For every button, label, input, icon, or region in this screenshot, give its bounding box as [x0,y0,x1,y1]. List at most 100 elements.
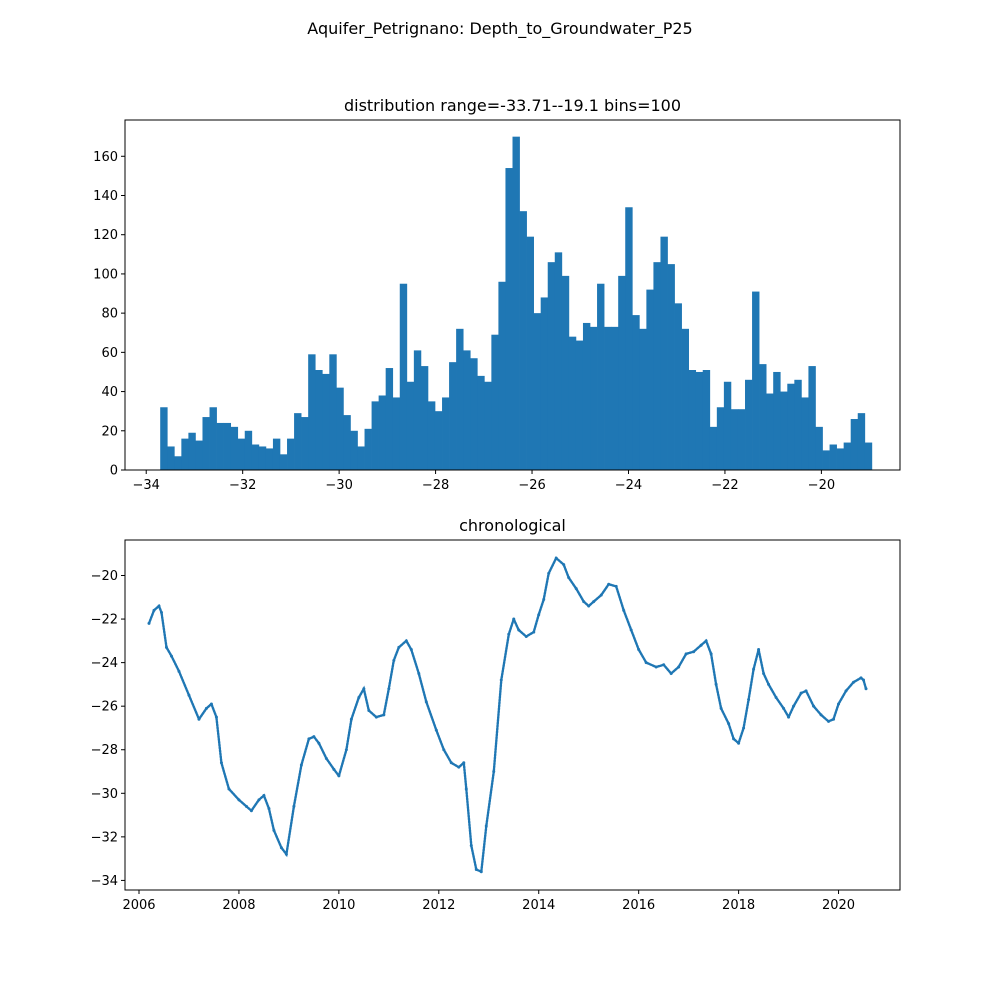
chronological-point [367,709,371,713]
chronological-point [599,593,603,597]
chronological-point [692,650,696,654]
chronological-point [614,584,618,588]
histogram-y-tick-label: 160 [93,150,118,165]
chronological-point [819,713,823,717]
histogram-bar [315,370,323,470]
chronological-point [324,756,328,760]
chronological-point [562,563,566,567]
chronological-title: chronological [459,516,566,535]
chronological-point [227,787,231,791]
histogram-bar [745,379,753,470]
histogram-bar [512,136,520,470]
chronological-point [237,798,241,802]
histogram-bar [780,391,788,470]
histogram-bar [279,454,288,470]
chronological-x-tick-label: 2014 [522,898,555,913]
chronological-point [607,582,611,586]
chronological-point [404,639,408,643]
chronological-x-tick-label: 2018 [722,898,755,913]
chronological-y-tick-label: −20 [91,569,118,584]
histogram-bar [695,371,704,470]
chronological-point [629,628,633,632]
histogram-y-tick-label: 0 [110,464,118,479]
chronological-point [409,648,413,652]
histogram-bar [526,236,534,470]
chronological-point [767,682,771,686]
histogram-bar [730,409,739,470]
histogram-bar [681,328,689,470]
histogram-bar [364,428,372,470]
histogram-bar [575,340,584,470]
histogram-bar [709,426,718,470]
chronological-point [417,672,421,676]
histogram-bar [540,297,549,470]
chronological-point [299,763,303,767]
chronological-point [524,634,528,638]
histogram-y-ticks: 0 20 40 60 80 100 120 140 160 [93,150,125,479]
chronological-point [782,706,786,710]
histogram-bar [498,281,506,470]
chronological-point [719,706,723,710]
chronological-point [187,693,191,697]
chronological-point [669,672,673,676]
histogram-bar [618,275,626,470]
histogram-bar [864,442,873,470]
chronological-point [357,695,361,699]
histogram-bar [442,397,450,470]
histogram-bar [251,444,260,470]
histogram-x-tick-label: −20 [808,478,835,493]
histogram-bar [294,413,302,470]
chronological-y-tick-label: −34 [91,874,118,889]
chronological-point [307,737,311,741]
histogram-bar [392,397,401,470]
histogram-bar [801,397,809,470]
chronological-point [204,706,208,710]
histogram-bar [737,409,746,470]
chronological-point [442,748,446,752]
chronological-point [147,621,151,625]
histogram-bar [244,430,253,470]
histogram-bar [357,446,365,470]
histogram-bar [505,168,513,470]
figure-suptitle: Aquifer_Petrignano: Depth_to_Groundwater… [307,19,692,39]
chronological-point [257,798,261,802]
chronological-point [774,695,778,699]
histogram-bars [160,136,873,471]
histogram-y-tick-label: 100 [93,267,118,282]
histogram-bar [329,354,337,470]
histogram-bar [590,326,598,470]
histogram-bar [766,393,774,470]
chronological-point [512,617,516,621]
histogram-bar [237,438,246,470]
chronological-point [209,702,213,706]
chronological-point [812,704,816,708]
chronological-point [374,715,378,719]
histogram-bar [470,358,478,470]
histogram-y-tick-label: 20 [101,424,118,439]
histogram-bar [301,417,309,470]
chronological-x-tick-label: 2008 [222,898,255,913]
chronological-point [792,704,796,708]
chronological-point [804,689,808,693]
chronological-point [637,648,641,652]
chronological-y-tick-label: −26 [91,700,118,715]
histogram-bar [554,252,563,470]
histogram-bar [625,207,633,471]
histogram-bar [815,426,823,470]
histogram-bar [674,303,682,470]
chronological-point [704,639,708,643]
histogram-y-tick-label: 60 [101,346,118,361]
chronological-point [757,648,761,652]
histogram-frame [124,119,901,471]
histogram-bar [568,336,577,470]
histogram-bar [181,438,189,470]
chronological-panel: chronological 2006 2008 2010 2012 2014 2016 20… [91,516,901,913]
histogram-y-tick-label: 140 [93,189,118,204]
chronological-point [852,680,856,684]
histogram-bar [660,236,668,470]
histogram-bar [597,283,605,470]
histogram-bar [723,381,732,470]
histogram-bar [477,375,485,470]
histogram-bar [188,432,196,470]
histogram-bar [667,264,675,470]
